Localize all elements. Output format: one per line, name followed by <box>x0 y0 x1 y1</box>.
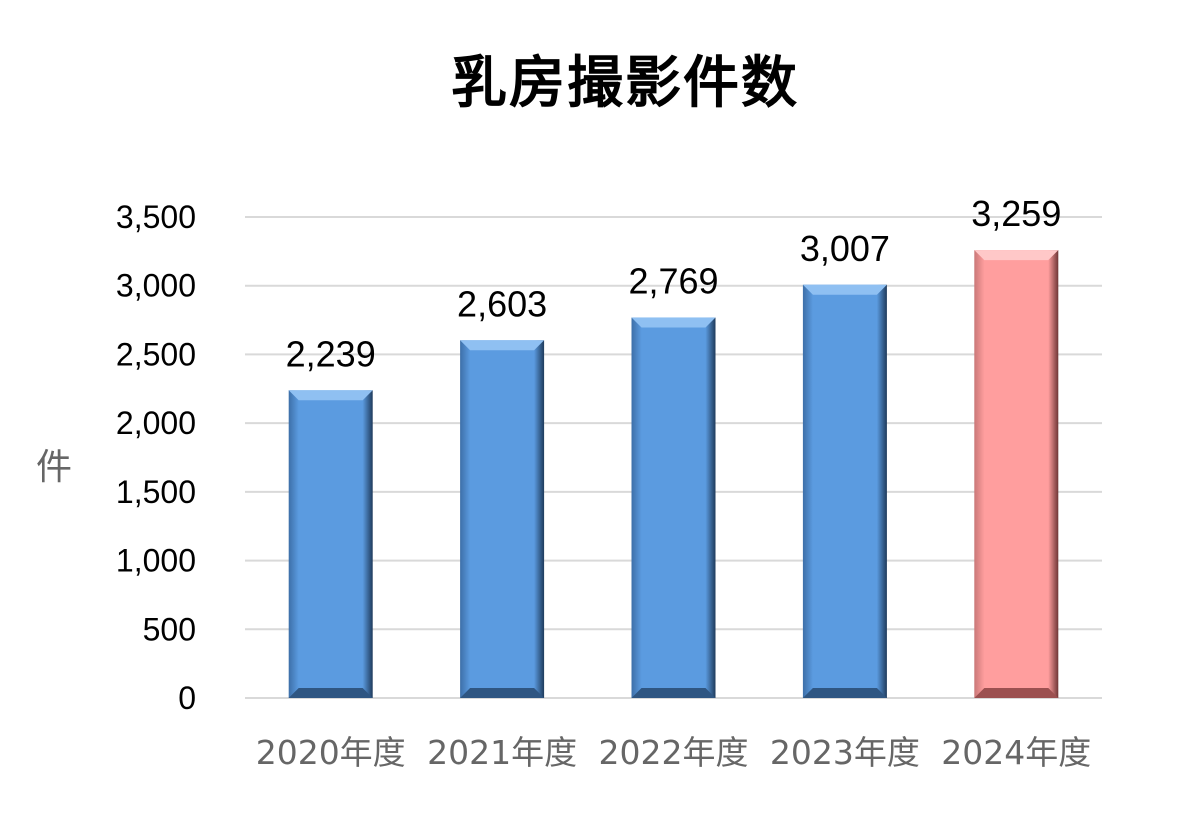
y-tick-label: 1,000 <box>116 543 196 579</box>
bar-top-bevel <box>802 284 887 295</box>
bar-bottom-bevel <box>288 688 373 698</box>
data-label: 3,259 <box>971 193 1061 234</box>
bar <box>802 284 887 698</box>
bar-top-bevel <box>974 250 1059 261</box>
bar-bottom-bevel <box>631 688 716 698</box>
y-tick-label: 3,000 <box>116 268 196 304</box>
bar-body <box>802 284 887 698</box>
bar <box>288 390 373 698</box>
y-tick-label: 2,000 <box>116 405 196 441</box>
bar-bottom-bevel <box>974 688 1059 698</box>
y-tick-label: 2,500 <box>116 336 196 372</box>
bar-body <box>288 390 373 698</box>
chart-title: 乳房撮影件数 <box>451 51 799 116</box>
x-category-label: 2024年度 <box>941 733 1091 772</box>
bars <box>288 250 1059 698</box>
data-label: 2,603 <box>457 283 547 324</box>
bar-bottom-bevel <box>460 688 545 698</box>
bar <box>974 250 1059 698</box>
y-tick-label: 1,500 <box>116 474 196 510</box>
data-label: 2,239 <box>286 333 376 374</box>
y-tick-label: 0 <box>178 680 196 716</box>
y-tick-label: 3,500 <box>116 199 196 235</box>
x-category-label: 2023年度 <box>770 733 920 772</box>
bar-top-bevel <box>460 340 545 351</box>
x-axis-categories: 2020年度 2021年度 2022年度 2023年度 2024年度 <box>256 733 1092 772</box>
bar-body <box>631 317 716 698</box>
data-label: 3,007 <box>800 228 890 269</box>
bar <box>631 317 716 698</box>
data-labels: 2,239 2,603 2,769 3,007 3,259 <box>286 193 1062 374</box>
bar-body <box>974 250 1059 698</box>
y-tick-label: 500 <box>143 611 196 647</box>
bar-bottom-bevel <box>802 688 887 698</box>
y-axis-ticks: 0 500 1,000 1,500 2,000 2,500 3,000 3,500 <box>116 199 196 716</box>
bar-top-bevel <box>288 390 373 401</box>
data-label: 2,769 <box>628 260 718 301</box>
x-category-label: 2020年度 <box>256 733 406 772</box>
bar-top-bevel <box>631 317 716 328</box>
bar-body <box>460 340 545 698</box>
x-category-label: 2022年度 <box>599 733 749 772</box>
y-axis-title: 件 <box>36 447 73 488</box>
bar <box>460 340 545 698</box>
x-category-label: 2021年度 <box>427 733 577 772</box>
